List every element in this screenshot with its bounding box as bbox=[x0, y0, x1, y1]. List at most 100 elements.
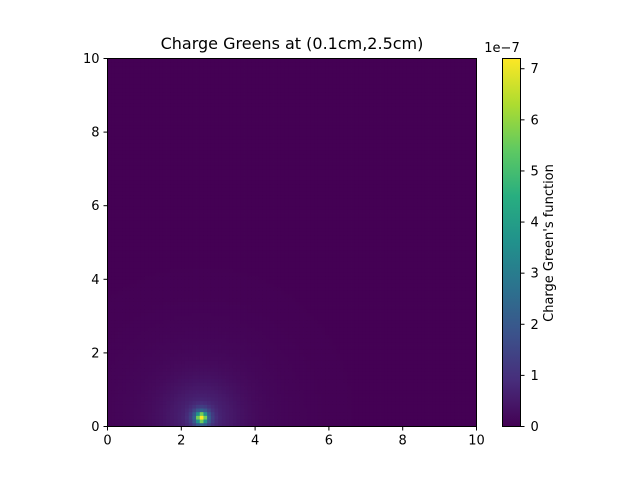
heatmap-cell bbox=[207, 382, 212, 387]
heatmap-cell bbox=[439, 282, 444, 288]
heatmap-cell bbox=[454, 363, 459, 369]
heatmap-cell bbox=[196, 374, 201, 380]
heatmap-cell bbox=[284, 327, 289, 332]
heatmap-cell bbox=[387, 301, 393, 306]
heatmap-cell bbox=[159, 286, 164, 291]
heatmap-cell bbox=[280, 246, 286, 251]
heatmap-cell bbox=[232, 341, 238, 346]
heatmap-cell bbox=[321, 264, 326, 269]
heatmap-cell bbox=[277, 264, 282, 269]
heatmap-cell bbox=[236, 349, 241, 354]
heatmap-cell bbox=[111, 338, 116, 343]
heatmap-cell bbox=[144, 249, 149, 254]
heatmap-cell bbox=[177, 242, 182, 247]
heatmap-cell bbox=[225, 378, 230, 383]
heatmap-cell bbox=[395, 264, 400, 269]
heatmap-cell bbox=[184, 290, 190, 295]
heatmap-cell bbox=[273, 349, 278, 354]
heatmap-cell bbox=[247, 257, 252, 262]
heatmap-cell bbox=[299, 400, 304, 405]
heatmap-cell bbox=[214, 415, 219, 420]
heatmap-cell bbox=[321, 308, 326, 313]
heatmap-cell bbox=[432, 301, 437, 306]
heatmap-cell bbox=[114, 279, 119, 284]
heatmap-cell bbox=[310, 371, 315, 376]
heatmap-cell bbox=[162, 323, 167, 328]
heatmap-cell bbox=[339, 356, 345, 361]
heatmap-cell bbox=[413, 319, 418, 324]
heatmap-cell bbox=[465, 393, 470, 398]
heatmap-cell bbox=[159, 308, 164, 313]
heatmap-cell bbox=[114, 260, 119, 265]
heatmap-cell bbox=[458, 260, 463, 265]
heatmap-cell bbox=[214, 330, 219, 335]
heatmap-cell bbox=[129, 378, 134, 383]
heatmap-cell bbox=[299, 301, 304, 306]
heatmap-cell bbox=[107, 312, 112, 317]
heatmap-cell bbox=[380, 367, 385, 372]
heatmap-cell bbox=[236, 275, 241, 280]
heatmap-cell bbox=[336, 352, 341, 357]
heatmap-cell bbox=[140, 415, 145, 420]
heatmap-cell bbox=[384, 411, 389, 416]
heatmap-cell bbox=[192, 356, 197, 361]
heatmap-cell bbox=[347, 294, 352, 299]
heatmap-cell bbox=[144, 386, 149, 391]
heatmap-cell bbox=[199, 308, 204, 313]
heatmap-cell bbox=[469, 312, 474, 317]
heatmap-cell bbox=[229, 282, 234, 288]
heatmap-cell bbox=[365, 268, 370, 273]
heatmap-cell bbox=[266, 360, 271, 365]
heatmap-cell bbox=[140, 297, 145, 302]
heatmap-cell bbox=[280, 345, 286, 350]
heatmap-cell bbox=[454, 271, 459, 277]
heatmap-cell bbox=[244, 367, 249, 372]
heatmap-cell bbox=[155, 297, 160, 302]
heatmap-cell bbox=[151, 297, 156, 302]
heatmap-cell bbox=[465, 279, 470, 284]
heatmap-cell bbox=[196, 386, 201, 391]
heatmap-cell bbox=[255, 327, 260, 332]
heatmap-cell bbox=[140, 290, 145, 295]
heatmap-cell bbox=[332, 411, 337, 416]
heatmap-cell bbox=[354, 330, 359, 335]
heatmap-cell bbox=[380, 397, 385, 402]
heatmap-cell bbox=[255, 419, 260, 424]
heatmap-cell bbox=[439, 249, 444, 254]
heatmap-cell bbox=[362, 260, 367, 265]
heatmap-cell bbox=[402, 352, 407, 357]
heatmap-cell bbox=[465, 345, 470, 350]
heatmap-cell bbox=[472, 246, 477, 251]
heatmap-cell bbox=[236, 397, 241, 402]
heatmap-cell bbox=[210, 389, 215, 394]
heatmap-cell bbox=[111, 316, 116, 321]
heatmap-cell bbox=[295, 404, 300, 409]
heatmap-cell bbox=[325, 308, 330, 313]
heatmap-cell bbox=[114, 397, 119, 402]
heatmap-cell bbox=[328, 389, 333, 394]
heatmap-cell bbox=[125, 393, 131, 398]
heatmap-cell bbox=[343, 312, 348, 317]
heatmap-cell bbox=[181, 338, 186, 343]
heatmap-cell bbox=[395, 378, 400, 383]
heatmap-cell bbox=[317, 419, 322, 424]
heatmap-cell bbox=[461, 382, 466, 387]
heatmap-cell bbox=[299, 297, 304, 302]
heatmap-cell bbox=[210, 268, 215, 273]
heatmap-cell bbox=[424, 275, 429, 280]
heatmap-cell bbox=[303, 290, 308, 295]
heatmap-cell bbox=[210, 282, 215, 288]
heatmap-cell bbox=[284, 363, 289, 369]
heatmap-cell bbox=[314, 282, 319, 288]
heatmap-cell bbox=[336, 360, 341, 365]
heatmap-cell bbox=[406, 404, 411, 409]
heatmap-cell bbox=[450, 290, 455, 295]
heatmap-cell bbox=[362, 408, 367, 413]
heatmap-cell bbox=[214, 286, 219, 291]
heatmap-cell bbox=[225, 319, 230, 324]
heatmap-cell bbox=[343, 260, 348, 265]
heatmap-cell bbox=[262, 268, 267, 273]
heatmap-cell bbox=[358, 374, 363, 380]
heatmap-cell bbox=[232, 286, 238, 291]
heatmap-cell bbox=[162, 253, 167, 258]
